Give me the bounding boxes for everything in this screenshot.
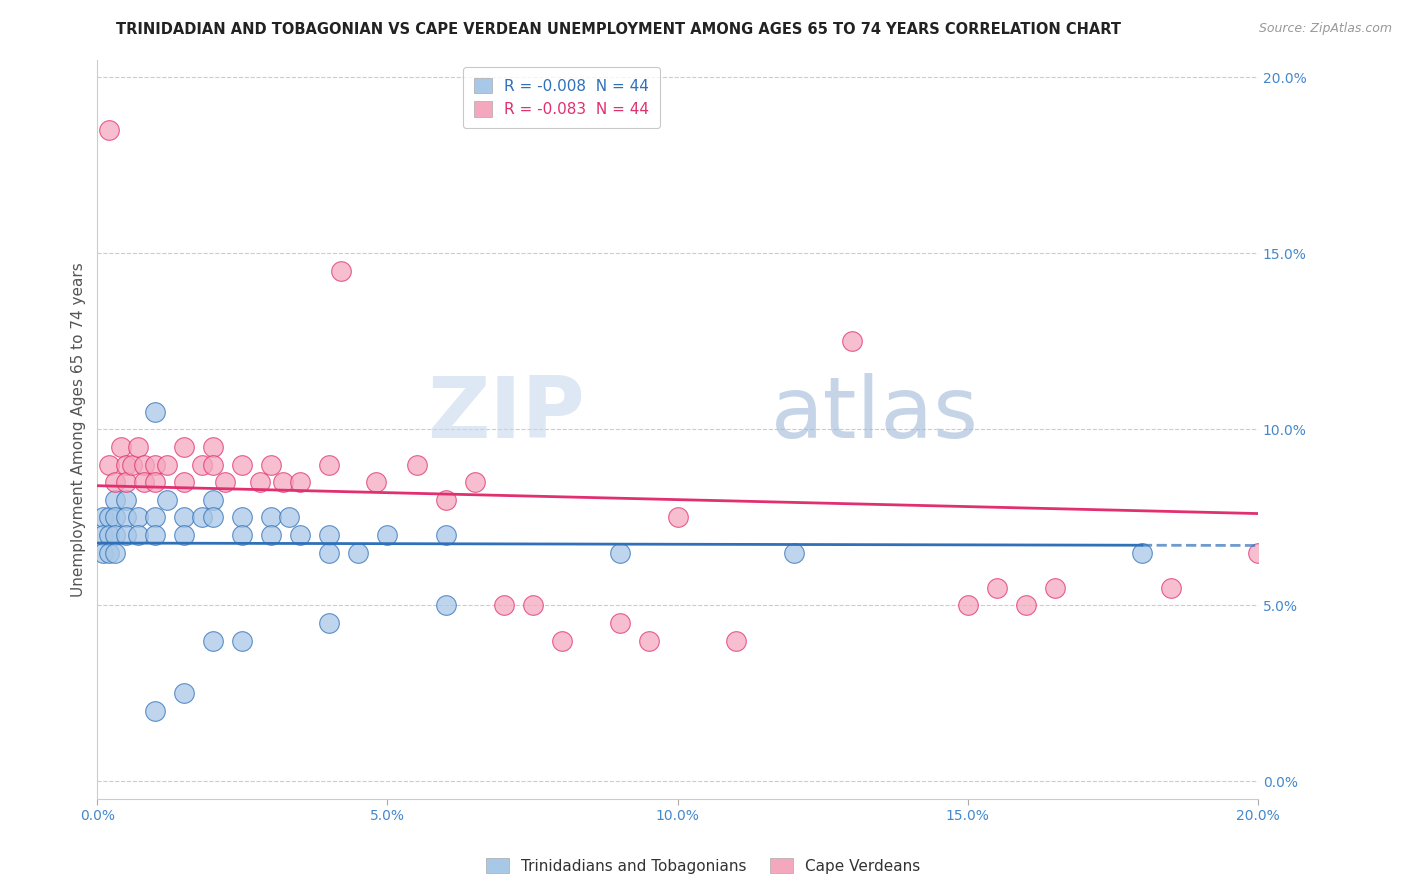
Point [104,510,127,524]
Point [115,492,138,507]
Point [191,510,214,524]
Point [104,475,127,490]
Point [145,528,167,542]
Point [1015,599,1038,613]
Point [434,599,457,613]
Point [115,528,138,542]
Point [132,458,155,472]
Point [434,528,457,542]
Point [271,475,294,490]
Point [318,615,340,630]
Point [637,633,659,648]
Point [666,510,689,524]
Legend: Trinidadians and Tobagonians, Cape Verdeans: Trinidadians and Tobagonians, Cape Verde… [479,852,927,880]
Point [110,440,132,454]
Point [132,475,155,490]
Legend: R = -0.008  N = 44, R = -0.083  N = 44: R = -0.008 N = 44, R = -0.083 N = 44 [463,67,659,128]
Point [104,492,127,507]
Point [145,510,167,524]
Point [318,545,340,559]
Text: ZIP: ZIP [427,373,585,456]
Point [318,458,340,472]
Point [91,545,114,559]
Point [202,633,225,648]
Point [231,510,253,524]
Point [191,458,214,472]
Point [97,510,120,524]
Point [1130,545,1153,559]
Point [260,510,283,524]
Point [249,475,271,490]
Point [364,475,387,490]
Point [145,458,167,472]
Point [97,123,120,137]
Point [318,528,340,542]
Point [97,545,120,559]
Point [97,458,120,472]
Point [145,704,167,718]
Point [115,458,138,472]
Point [156,492,179,507]
Point [202,492,225,507]
Point [127,440,149,454]
Point [609,545,631,559]
Point [1160,581,1182,595]
Point [173,528,195,542]
Point [550,633,572,648]
Point [231,458,253,472]
Point [97,528,120,542]
Point [115,475,138,490]
Point [91,528,114,542]
Point [231,528,253,542]
Point [145,405,167,419]
Point [330,264,353,278]
Text: atlas: atlas [770,373,979,456]
Point [347,545,370,559]
Point [434,492,457,507]
Point [202,458,225,472]
Point [260,528,283,542]
Point [173,440,195,454]
Point [290,528,312,542]
Point [782,545,804,559]
Point [522,599,544,613]
Point [231,633,253,648]
Point [127,510,149,524]
Point [277,510,299,524]
Text: Source: ZipAtlas.com: Source: ZipAtlas.com [1258,22,1392,36]
Point [127,528,149,542]
Point [115,510,138,524]
Point [609,615,631,630]
Y-axis label: Unemployment Among Ages 65 to 74 years: Unemployment Among Ages 65 to 74 years [72,262,86,597]
Point [1247,545,1270,559]
Point [214,475,236,490]
Point [202,510,225,524]
Point [1043,581,1066,595]
Point [260,458,283,472]
Point [104,545,127,559]
Point [986,581,1008,595]
Point [173,686,195,700]
Point [202,440,225,454]
Point [91,510,114,524]
Point [377,528,399,542]
Point [724,633,747,648]
Point [173,510,195,524]
Point [290,475,312,490]
Point [145,475,167,490]
Text: TRINIDADIAN AND TOBAGONIAN VS CAPE VERDEAN UNEMPLOYMENT AMONG AGES 65 TO 74 YEAR: TRINIDADIAN AND TOBAGONIAN VS CAPE VERDE… [117,22,1121,37]
Point [841,334,863,349]
Point [156,458,179,472]
Point [464,475,486,490]
Point [405,458,427,472]
Point [173,475,195,490]
Point [121,458,143,472]
Point [956,599,979,613]
Point [492,599,515,613]
Point [104,528,127,542]
